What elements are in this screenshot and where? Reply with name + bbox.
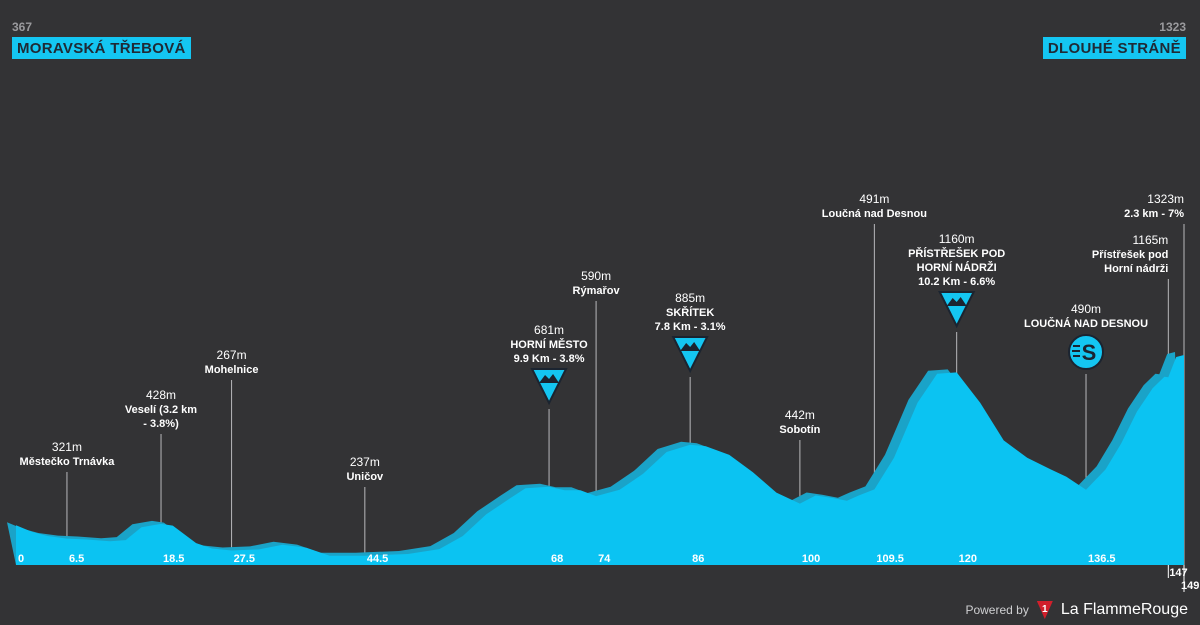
- waypoint-label[interactable]: 237m Uničov: [346, 455, 384, 483]
- waypoint-altitude: 321m: [52, 440, 82, 454]
- finish-altitude: 1323: [1159, 20, 1186, 34]
- mountain-climb-icon: [530, 368, 568, 406]
- waypoint-text: Mohelnice: [205, 364, 259, 376]
- waypoint-altitude: 490m: [1071, 302, 1101, 316]
- waypoint-altitude: 237m: [350, 455, 380, 469]
- mountain-climb-icon: [671, 336, 709, 374]
- waypoint-text: 10.2 Km - 6.6%: [918, 276, 995, 288]
- brand-name: La FlammeRouge: [1060, 601, 1188, 618]
- waypoint-label[interactable]: 321m Městečko Trnávka: [20, 440, 116, 468]
- waypoint-text: Veselí (3.2 km: [125, 404, 197, 416]
- powered-by-label: Powered by: [965, 603, 1029, 617]
- x-tick-label: 149: [1181, 580, 1199, 592]
- waypoint-altitude: 1165m: [1133, 233, 1169, 247]
- x-tick-label: 86: [692, 553, 704, 565]
- waypoint-altitude: 885m: [675, 291, 705, 305]
- waypoint-text: SKŘÍTEK: [666, 306, 714, 319]
- waypoint-altitude: 428m: [146, 388, 176, 402]
- waypoint-altitude: 1323m: [1147, 192, 1184, 206]
- x-tick-label: 120: [959, 553, 977, 565]
- waypoint-text: Loučná nad Desnou: [822, 208, 927, 220]
- x-tick-label: 74: [598, 553, 611, 565]
- waypoint-text: Sobotín: [779, 424, 820, 436]
- start-name: MORAVSKÁ TŘEBOVÁ: [12, 37, 191, 59]
- flamme-rouge-logo-icon: 1: [1036, 601, 1053, 619]
- waypoint-label[interactable]: 267m Mohelnice: [205, 348, 259, 376]
- waypoint-label[interactable]: 590m Rýmařov: [573, 269, 621, 297]
- waypoint-altitude: 1160m: [939, 232, 975, 246]
- x-tick-label: 27.5: [234, 553, 255, 565]
- waypoint-altitude: 491m: [859, 192, 889, 206]
- x-tick-label: 44.5: [367, 553, 388, 565]
- svg-text:S: S: [1082, 340, 1097, 365]
- waypoint-text: 2.3 km - 7%: [1124, 208, 1184, 220]
- x-axis-ticks: 0 6.5 18.5 27.5 44.5 68 74 86 100 109.5 120 136.5 14…: [18, 553, 1199, 592]
- waypoint-text: Horní nádrži: [1104, 263, 1168, 275]
- mountain-climb-icon: [938, 291, 976, 329]
- x-tick-label: 147: [1169, 567, 1187, 579]
- x-tick-label: 0: [18, 553, 24, 565]
- powered-by-footer[interactable]: Powered by 1 La FlammeRouge: [965, 601, 1188, 619]
- sprint-icon: S: [1068, 334, 1105, 370]
- waypoint-labels: 321m Městečko Trnávka 428m Veselí (3.2 km - …: [20, 192, 1185, 483]
- finish-location: 1323 DLOUHÉ STRÁNĚ: [1042, 20, 1186, 59]
- waypoint-text: 7.8 Km - 3.1%: [655, 321, 726, 333]
- waypoint-altitude: 681m: [534, 323, 564, 337]
- waypoint-text: Rýmařov: [573, 285, 621, 297]
- waypoint-text: LOUČNÁ NAD DESNOU: [1024, 317, 1148, 330]
- waypoint-label[interactable]: 428m Veselí (3.2 km - 3.8%): [125, 388, 197, 430]
- waypoint-altitude: 442m: [785, 408, 815, 422]
- waypoint-label[interactable]: 491m Loučná nad Desnou: [822, 192, 927, 220]
- waypoint-text: 9.9 Km - 3.8%: [514, 353, 585, 365]
- elevation-profile-area: [16, 355, 1184, 565]
- x-tick-label: 18.5: [163, 553, 184, 565]
- x-tick-label: 100: [802, 553, 820, 565]
- x-tick-label: 136.5: [1088, 553, 1116, 565]
- waypoint-text: Uničov: [346, 471, 384, 483]
- waypoint-altitude: 590m: [581, 269, 611, 283]
- waypoint-altitude: 267m: [217, 348, 247, 362]
- x-tick-label: 68: [551, 553, 563, 565]
- waypoint-text: - 3.8%): [143, 418, 179, 430]
- waypoint-text: Městečko Trnávka: [20, 456, 116, 468]
- start-altitude: 367: [12, 20, 33, 34]
- waypoint-label[interactable]: 442m Sobotín: [779, 408, 820, 436]
- x-tick-label: 109.5: [876, 553, 904, 565]
- waypoint-label[interactable]: 1323m 2.3 km - 7%: [1124, 192, 1184, 220]
- waypoint-text: HORNÍ NÁDRŽI: [917, 261, 997, 274]
- waypoint-text: PŘÍSTŘEŠEK POD: [908, 247, 1005, 260]
- x-tick-label: 6.5: [69, 553, 84, 565]
- waypoint-text: Přístřešek pod: [1092, 249, 1168, 261]
- start-location: 367 MORAVSKÁ TŘEBOVÁ: [12, 20, 191, 59]
- finish-tick-bracket: [1167, 565, 1185, 592]
- waypoint-label[interactable]: 1165m Přístřešek pod Horní nádrži: [1092, 233, 1168, 275]
- waypoint-text: HORNÍ MĚSTO: [510, 338, 588, 351]
- finish-name: DLOUHÉ STRÁNĚ: [1042, 37, 1186, 59]
